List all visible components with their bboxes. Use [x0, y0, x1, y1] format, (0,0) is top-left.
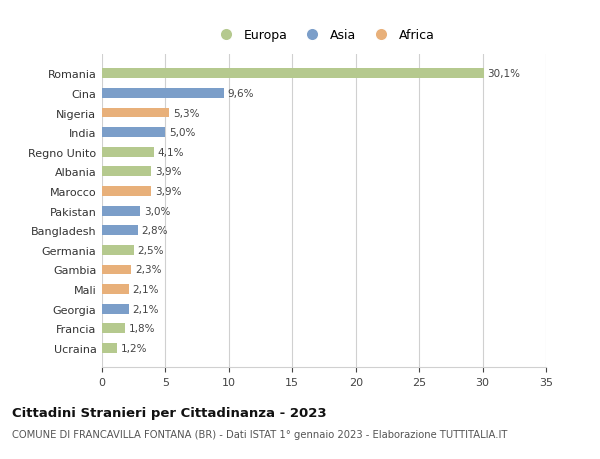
Text: 5,3%: 5,3%	[173, 108, 200, 118]
Text: 9,6%: 9,6%	[227, 89, 254, 99]
Bar	[102, 147, 154, 157]
Text: 4,1%: 4,1%	[158, 147, 184, 157]
Bar	[102, 343, 117, 353]
Legend: Europa, Asia, Africa: Europa, Asia, Africa	[209, 24, 439, 47]
Text: 2,1%: 2,1%	[133, 304, 159, 314]
Text: 1,8%: 1,8%	[128, 324, 155, 334]
Text: COMUNE DI FRANCAVILLA FONTANA (BR) - Dati ISTAT 1° gennaio 2023 - Elaborazione T: COMUNE DI FRANCAVILLA FONTANA (BR) - Dat…	[12, 429, 508, 439]
Text: 30,1%: 30,1%	[488, 69, 521, 79]
Bar	[102, 246, 134, 255]
Bar	[102, 167, 151, 177]
Bar	[102, 304, 128, 314]
Text: 2,3%: 2,3%	[135, 265, 161, 275]
Bar	[102, 69, 484, 79]
Bar	[102, 206, 140, 216]
Text: 2,1%: 2,1%	[133, 285, 159, 294]
Bar	[102, 285, 128, 294]
Bar	[102, 128, 166, 138]
Bar	[102, 324, 125, 333]
Bar	[102, 187, 151, 196]
Bar	[102, 226, 137, 235]
Text: 5,0%: 5,0%	[169, 128, 196, 138]
Text: 3,9%: 3,9%	[155, 167, 182, 177]
Text: 3,9%: 3,9%	[155, 186, 182, 196]
Text: 1,2%: 1,2%	[121, 343, 148, 353]
Text: 2,8%: 2,8%	[142, 226, 168, 236]
Bar	[102, 89, 224, 99]
Text: 2,5%: 2,5%	[137, 245, 164, 255]
Bar	[102, 265, 131, 275]
Text: Cittadini Stranieri per Cittadinanza - 2023: Cittadini Stranieri per Cittadinanza - 2…	[12, 406, 326, 419]
Bar	[102, 108, 169, 118]
Text: 3,0%: 3,0%	[144, 206, 170, 216]
